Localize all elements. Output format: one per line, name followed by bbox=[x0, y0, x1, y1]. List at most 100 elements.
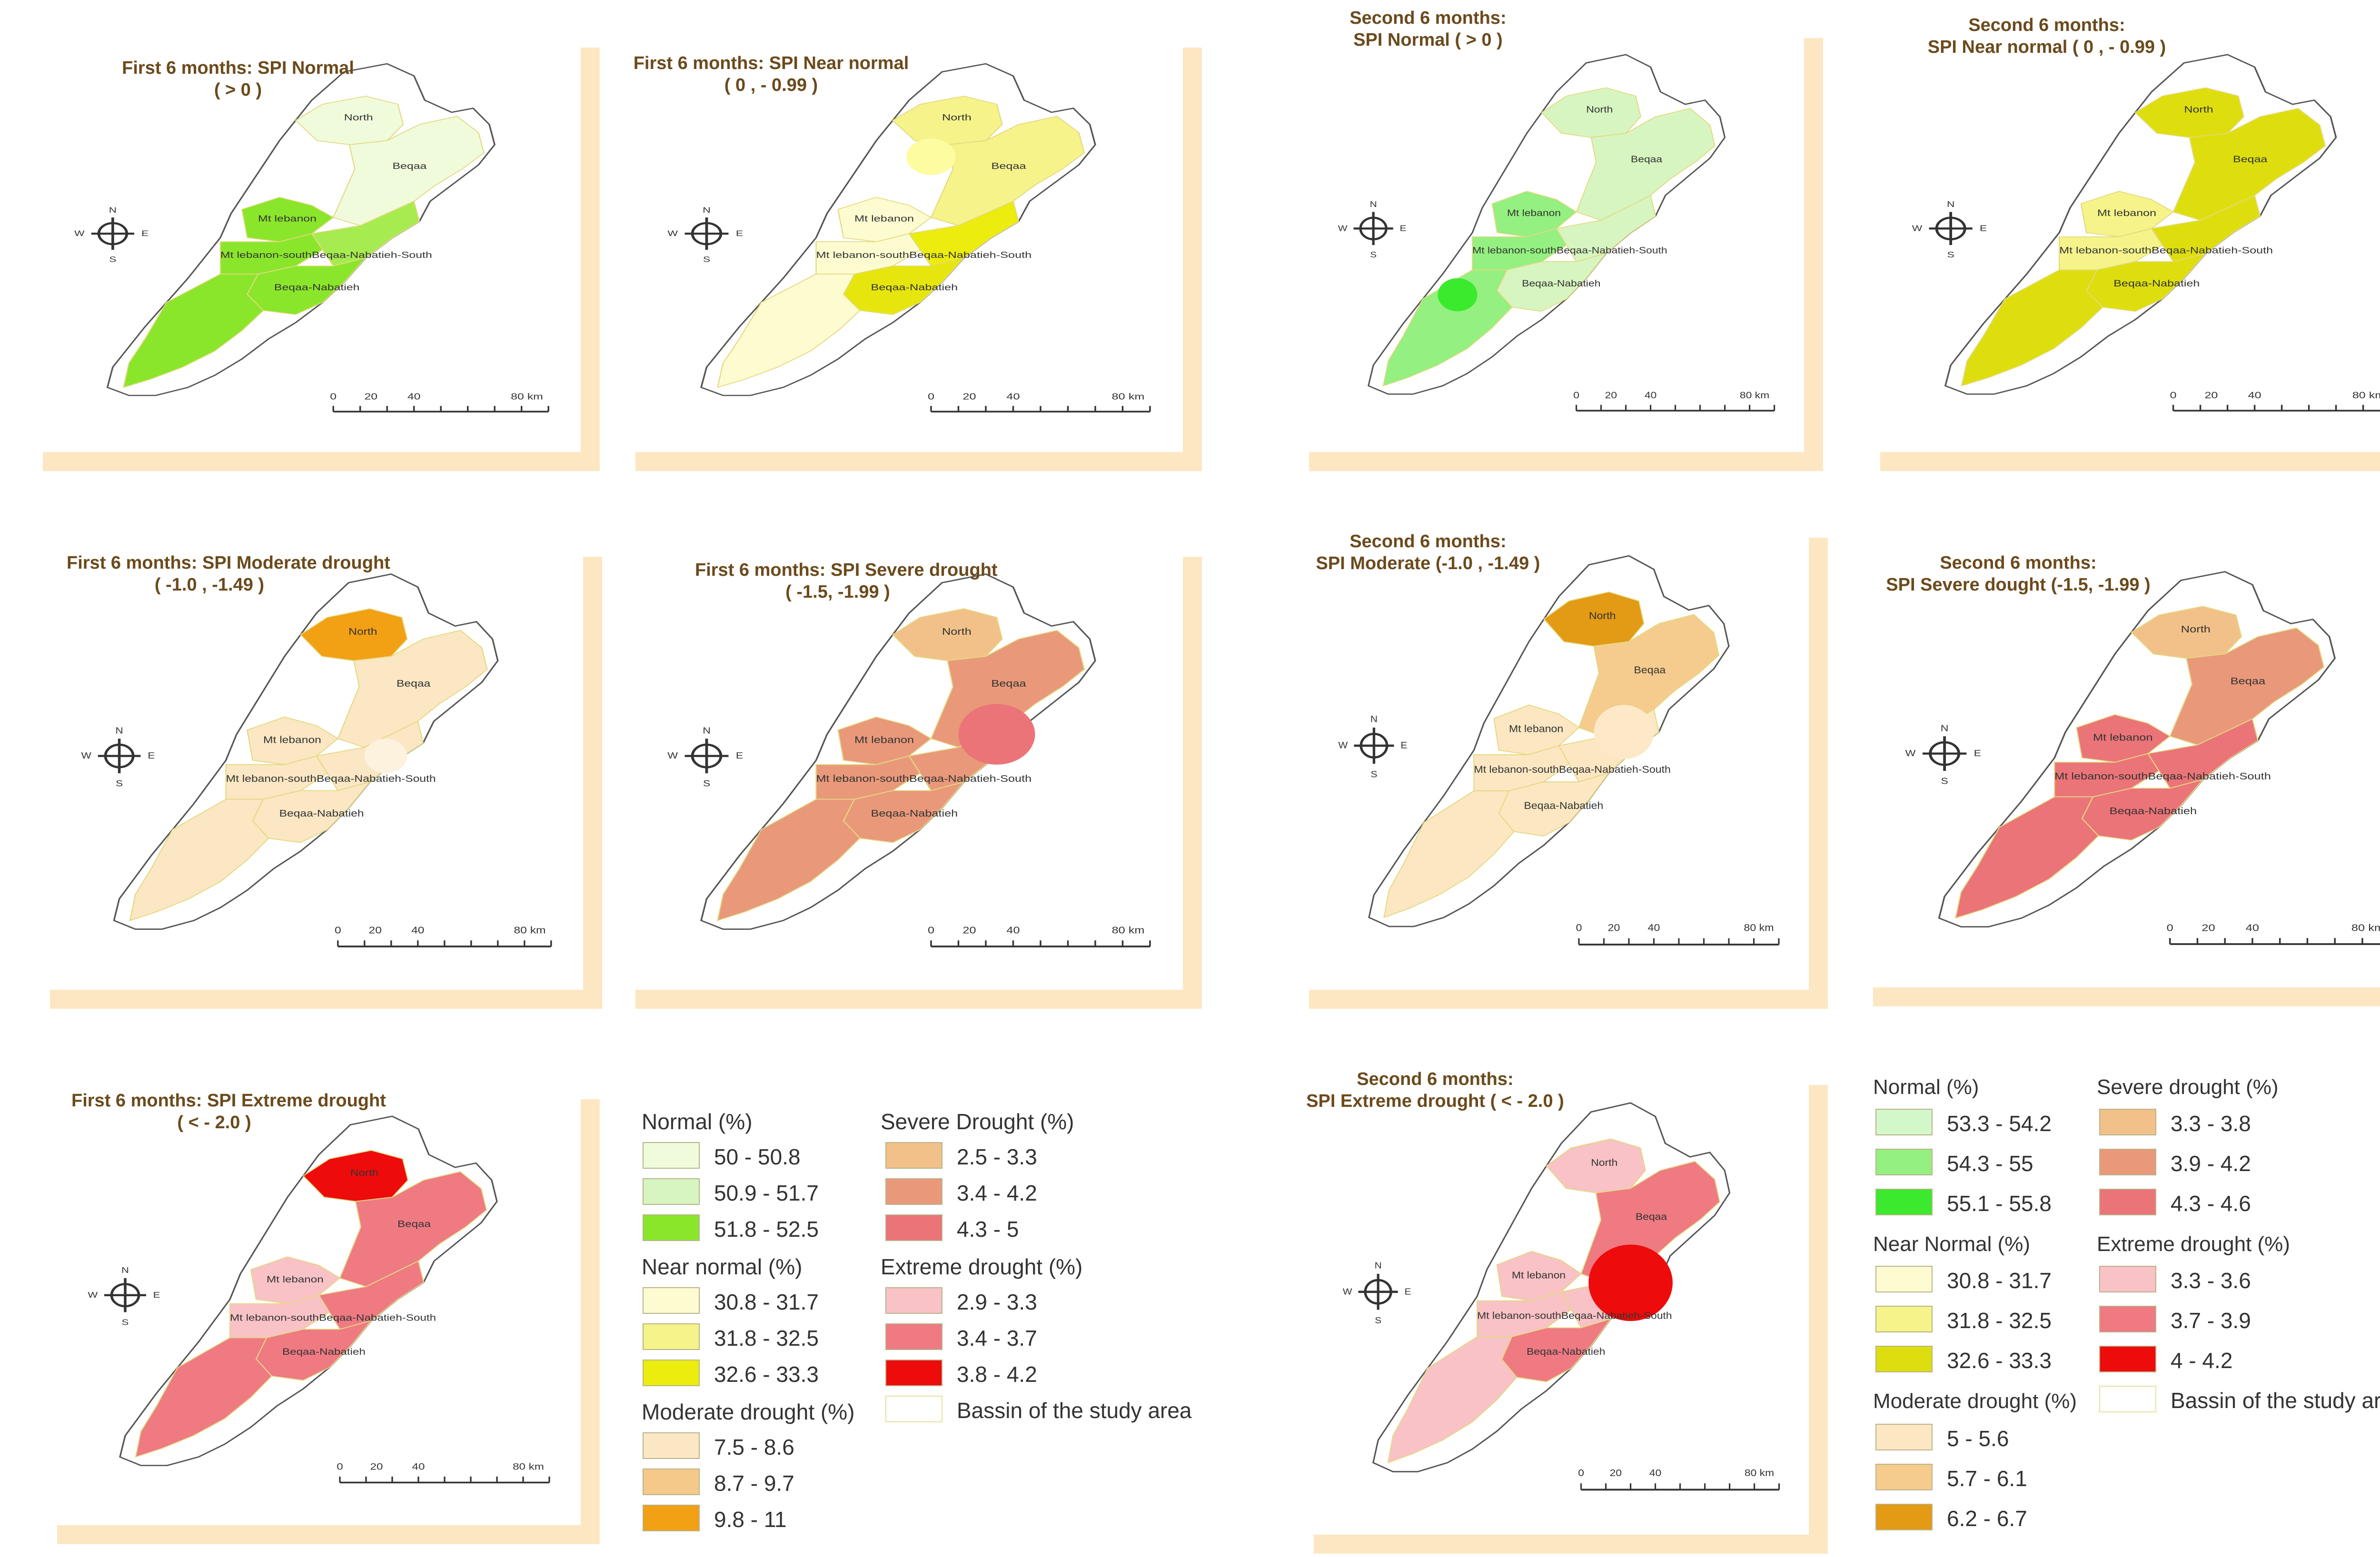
region-label: Mt lebanon-south bbox=[2059, 245, 2152, 255]
region-beqaa bbox=[930, 116, 1085, 226]
region-label: Beqaa bbox=[397, 1219, 431, 1229]
region-label: Mt lebanon bbox=[267, 1274, 324, 1284]
hotspot-area bbox=[906, 138, 956, 175]
map-panel-p5: North Beqaa Mt lebanon Mt lebanon-south Beqa… bbox=[50, 557, 602, 1009]
map-panel-p6: North Beqaa Mt lebanon Mt lebanon-south Beqa… bbox=[635, 557, 1202, 1009]
svg-text:20: 20 bbox=[1608, 922, 1620, 934]
svg-text:80 km: 80 km bbox=[513, 1461, 544, 1472]
svg-text:20: 20 bbox=[1610, 1467, 1622, 1478]
svg-text:40: 40 bbox=[1006, 925, 1020, 936]
region-label: Beqaa-Nabatieh bbox=[1524, 800, 1604, 811]
region-label: Mt lebanon-south bbox=[1477, 1310, 1561, 1321]
svg-text:E: E bbox=[736, 751, 743, 760]
svg-text:S: S bbox=[703, 779, 710, 788]
region-label: Mt lebanon bbox=[1512, 1269, 1566, 1281]
legend-swatch bbox=[885, 1360, 942, 1386]
legend-near-normal-heading: Near normal (%) bbox=[642, 1254, 803, 1279]
hotspot-area bbox=[1594, 705, 1654, 759]
legend-second-6-months: Normal (%) 53.3 - 54.2 54.3 - 55 55.1 - … bbox=[1861, 1061, 2380, 1551]
region-mt bbox=[837, 716, 932, 765]
region-label: Beqaa bbox=[2231, 676, 2266, 687]
svg-text:S: S bbox=[116, 779, 123, 788]
legend-swatch bbox=[643, 1323, 700, 1350]
scale-bar: 0 20 40 80 km bbox=[2167, 922, 2380, 945]
region-label: Beqaa bbox=[393, 161, 427, 171]
region-south bbox=[129, 798, 269, 921]
legend-label: 3.4 - 3.7 bbox=[957, 1326, 1037, 1350]
svg-text:20: 20 bbox=[370, 1461, 383, 1472]
legend-label: 51.8 - 52.5 bbox=[714, 1217, 819, 1242]
svg-text:E: E bbox=[153, 1291, 160, 1300]
legend-label: 5 - 5.6 bbox=[1947, 1426, 2009, 1451]
map-title: First 6 months: SPI Severe drought( -1.5… bbox=[695, 559, 998, 603]
hotspot-area bbox=[1588, 1244, 1673, 1321]
legend-label: 3.9 - 4.2 bbox=[2171, 1151, 2251, 1176]
map-title-line1: Second 6 months: bbox=[1357, 1069, 1514, 1089]
svg-text:40: 40 bbox=[1006, 392, 1020, 402]
svg-text:0: 0 bbox=[928, 925, 934, 936]
legend-label: 50 - 50.8 bbox=[714, 1144, 801, 1169]
legend-first-6-months: Normal (%) 50 - 50.8 50.9 - 51.7 51.8 - … bbox=[614, 1066, 1228, 1542]
map-title-line2: ( -1.5, -1.99 ) bbox=[785, 582, 890, 602]
legend-swatch bbox=[885, 1142, 942, 1169]
region-label: Beqaa-Nabatieh-South bbox=[909, 773, 1031, 784]
region-south bbox=[1954, 796, 2100, 919]
region-label: Mt lebanon bbox=[1507, 208, 1561, 218]
legend-normal-heading: Normal (%) bbox=[642, 1109, 753, 1134]
region-label: Mt lebanon bbox=[258, 213, 317, 223]
svg-text:N: N bbox=[109, 206, 117, 215]
legend-swatch bbox=[643, 1142, 700, 1169]
map-frame-face: North Beqaa Mt lebanon Mt lebanon-south Beqa… bbox=[1314, 1085, 1809, 1535]
legend-label: 31.8 - 32.5 bbox=[714, 1326, 819, 1350]
svg-text:0: 0 bbox=[1573, 391, 1579, 401]
region-label: Beqaa-Nabatieh bbox=[279, 808, 364, 818]
map-title-line2: ( -1.0 , -1.49 ) bbox=[154, 575, 265, 595]
svg-text:20: 20 bbox=[962, 925, 976, 936]
region-label: Beqaa bbox=[992, 678, 1026, 689]
region-label: Beqaa-Nabatieh bbox=[2110, 806, 2197, 817]
legend-label: 6.2 - 6.7 bbox=[1947, 1506, 2027, 1531]
region-label: Beqaa-Nabatieh-South bbox=[1557, 246, 1667, 256]
legend-swatch bbox=[885, 1178, 942, 1205]
map-panel-p9: North Beqaa Mt lebanon Mt lebanon-south Beqa… bbox=[57, 1099, 600, 1544]
region-mt bbox=[2076, 714, 2171, 763]
map-title-line2: SPI Severe dought (-1.5, -1.99 ) bbox=[1886, 575, 2151, 595]
map-title-line2: SPI Normal ( > 0 ) bbox=[1353, 30, 1503, 50]
legend-swatch bbox=[1875, 1189, 1933, 1215]
region-label: Beqaa-Nabatieh bbox=[871, 282, 958, 292]
svg-text:W: W bbox=[1912, 224, 1923, 233]
svg-text:80 km: 80 km bbox=[511, 391, 543, 401]
svg-text:S: S bbox=[1370, 251, 1377, 260]
map-title: First 6 months: SPI Extreme drought( < -… bbox=[71, 1090, 386, 1133]
legend-label: Bassin of the study area bbox=[957, 1398, 1192, 1423]
legend-moderate-heading: Moderate drought (%) bbox=[1873, 1389, 2077, 1413]
region-beqaa bbox=[337, 630, 488, 748]
map-title-line2: ( < - 2.0 ) bbox=[177, 1113, 251, 1133]
region-label: North bbox=[350, 1167, 378, 1178]
map-title: Second 6 months: SPI Near normal ( 0 , - … bbox=[1904, 14, 2190, 58]
scale-bar: 0 20 40 80 km bbox=[335, 925, 552, 947]
legend-extreme-heading: Extreme drought (%) bbox=[881, 1254, 1083, 1279]
region-label: Beqaa-Nabatieh bbox=[1522, 279, 1600, 289]
region-bns bbox=[2151, 195, 2261, 262]
region-label: Beqaa bbox=[992, 161, 1027, 171]
region-mt bbox=[2080, 190, 2174, 237]
region-bns bbox=[2147, 718, 2259, 789]
legend-label: 31.8 - 32.5 bbox=[1947, 1308, 2052, 1333]
svg-text:S: S bbox=[1370, 769, 1377, 779]
legend-swatch bbox=[1875, 1424, 1933, 1450]
region-south bbox=[1383, 790, 1515, 918]
map-frame-face: North Beqaa Mt lebanon Mt lebanon-south Beqa… bbox=[635, 48, 1183, 452]
legend-swatch bbox=[2099, 1109, 2156, 1135]
compass-icon: N S E W bbox=[1912, 200, 1987, 259]
map-frame-face: North Beqaa Mt lebanon Mt lebanon-south Beqa… bbox=[43, 48, 581, 452]
compass-icon: N S E W bbox=[1338, 714, 1407, 779]
region-label: Beqaa-Nabatieh-South bbox=[1561, 1310, 1672, 1321]
legend-normal-heading: Normal (%) bbox=[1873, 1075, 1979, 1099]
map-title-line2: SPI Extreme drought ( < - 2.0 ) bbox=[1306, 1091, 1564, 1111]
legend-label: 4.3 - 5 bbox=[957, 1217, 1019, 1242]
